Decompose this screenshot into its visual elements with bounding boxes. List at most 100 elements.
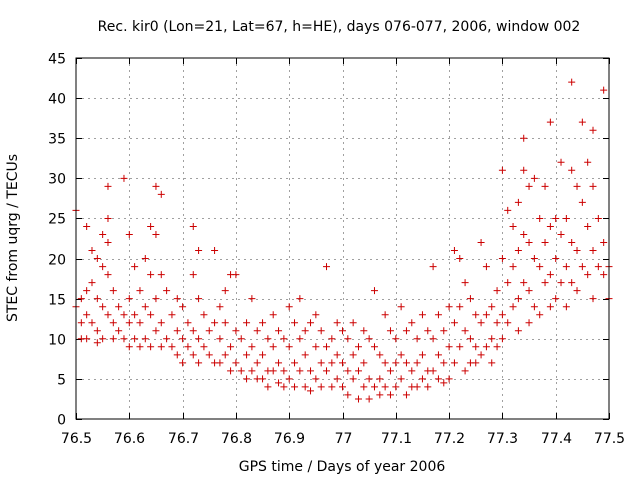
data-point (264, 335, 272, 343)
data-point (365, 335, 373, 343)
data-point (259, 351, 267, 359)
x-tick-label: 77.1 (381, 431, 412, 447)
data-point (280, 335, 288, 343)
data-point (429, 263, 437, 271)
data-point (445, 343, 453, 351)
data-point (520, 134, 528, 142)
data-point (83, 222, 91, 230)
chart-title: Rec. kir0 (Lon=21, Lat=67, h=HE), days 0… (98, 19, 581, 35)
data-point (115, 303, 123, 311)
data-point (195, 359, 203, 367)
data-point (328, 359, 336, 367)
data-point (376, 391, 384, 399)
data-point (354, 343, 362, 351)
data-point (179, 359, 187, 367)
data-point (83, 335, 91, 343)
data-point (99, 335, 107, 343)
data-point (125, 230, 133, 238)
data-point (147, 222, 155, 230)
data-point (120, 174, 128, 182)
data-point (275, 327, 283, 335)
data-point (227, 343, 235, 351)
data-point (168, 311, 176, 319)
data-point (93, 339, 101, 347)
data-point (514, 295, 522, 303)
data-point (216, 359, 224, 367)
data-point (392, 359, 400, 367)
data-point (386, 391, 394, 399)
data-point (259, 375, 267, 383)
data-point (189, 327, 197, 335)
data-point (573, 247, 581, 255)
data-point (195, 335, 203, 343)
data-point (301, 351, 309, 359)
data-point (307, 319, 315, 327)
data-point (125, 319, 133, 327)
data-point (584, 158, 592, 166)
y-tick-label: 25 (48, 212, 66, 228)
data-point (493, 319, 501, 327)
data-point (509, 263, 517, 271)
data-point (525, 319, 533, 327)
data-point (152, 182, 160, 190)
data-point (568, 239, 576, 247)
data-point (93, 327, 101, 335)
data-point (370, 383, 378, 391)
data-point (434, 351, 442, 359)
data-point (253, 327, 261, 335)
data-point (514, 247, 522, 255)
data-point (402, 327, 410, 335)
data-point (440, 379, 448, 387)
data-point (520, 279, 528, 287)
data-point (131, 335, 139, 343)
data-point (296, 335, 304, 343)
data-point (568, 78, 576, 86)
data-point (354, 395, 362, 403)
data-point (397, 351, 405, 359)
data-point (189, 351, 197, 359)
data-point (99, 230, 107, 238)
data-point (349, 375, 357, 383)
data-point (179, 335, 187, 343)
data-point (136, 343, 144, 351)
data-point (99, 303, 107, 311)
data-point (173, 351, 181, 359)
y-tick-label: 0 (57, 413, 66, 429)
data-point (365, 395, 373, 403)
data-point (131, 263, 139, 271)
data-point (450, 319, 458, 327)
y-tick-label: 35 (48, 132, 66, 148)
data-points (72, 78, 613, 403)
data-point (445, 303, 453, 311)
data-point (584, 271, 592, 279)
y-tick-label: 45 (48, 52, 66, 68)
data-point (440, 359, 448, 367)
data-point (163, 287, 171, 295)
data-point (339, 383, 346, 391)
data-point (195, 247, 203, 255)
x-axis-title: GPS time / Days of year 2006 (239, 459, 446, 475)
data-point (232, 327, 240, 335)
data-point (280, 383, 288, 391)
data-point (568, 166, 576, 174)
data-point (232, 271, 240, 279)
data-point (525, 239, 533, 247)
data-point (307, 387, 315, 395)
data-point (269, 367, 277, 375)
y-tick-label: 15 (48, 293, 66, 309)
data-point (104, 311, 112, 319)
data-point (291, 383, 299, 391)
data-point (525, 182, 533, 190)
data-point (125, 295, 133, 303)
grid-lines (76, 58, 609, 419)
data-point (109, 335, 117, 343)
data-point (578, 118, 586, 126)
data-point (104, 271, 112, 279)
data-point (285, 343, 293, 351)
x-tick-label: 76.7 (168, 431, 199, 447)
data-point (546, 118, 554, 126)
data-point (349, 319, 357, 327)
data-point (466, 295, 474, 303)
data-point (157, 190, 165, 198)
data-point (221, 287, 229, 295)
